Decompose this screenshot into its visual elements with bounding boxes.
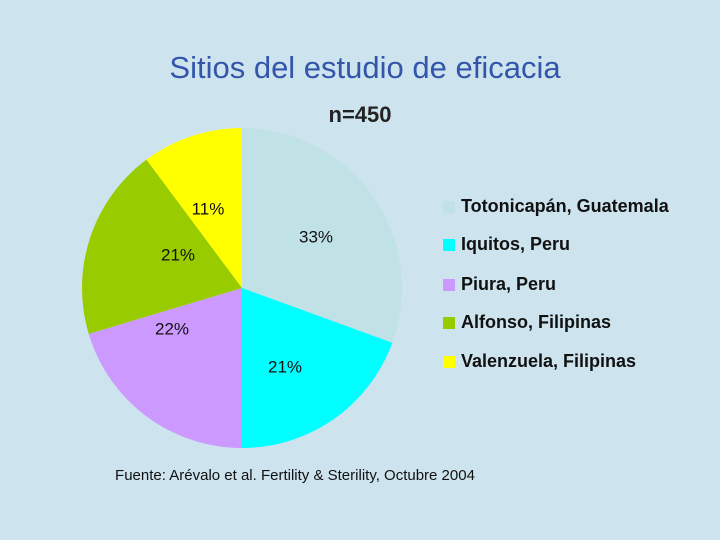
legend-label: Iquitos, Peru — [461, 234, 570, 254]
legend-swatch — [443, 201, 455, 213]
legend-label: Totonicapán, Guatemala — [461, 196, 670, 216]
legend-swatch — [443, 356, 455, 368]
pie-slice — [242, 288, 393, 448]
legend-swatch — [443, 239, 455, 251]
pie-slice — [146, 128, 242, 288]
pie-slice — [82, 159, 242, 334]
legend-swatch — [443, 279, 455, 291]
chart-subtitle: n=450 — [329, 102, 392, 127]
data-label: 22% — [155, 319, 189, 338]
legend-label: Alfonso, Filipinas — [461, 312, 611, 332]
data-label: 33% — [299, 227, 333, 246]
pie-slice — [242, 128, 403, 343]
legend-label: Valenzuela, Filipinas — [461, 351, 636, 371]
pie-slice — [88, 288, 242, 448]
data-label: 21% — [161, 245, 195, 264]
legend-swatch — [443, 317, 455, 329]
data-label: 21% — [268, 357, 302, 376]
source-note: Fuente: Arévalo et al. Fertility & Steri… — [115, 467, 475, 484]
data-label: 11% — [192, 199, 225, 218]
chart-title: Sitios del estudio de eficacia — [169, 50, 561, 85]
legend-label: Piura, Peru — [461, 274, 556, 294]
